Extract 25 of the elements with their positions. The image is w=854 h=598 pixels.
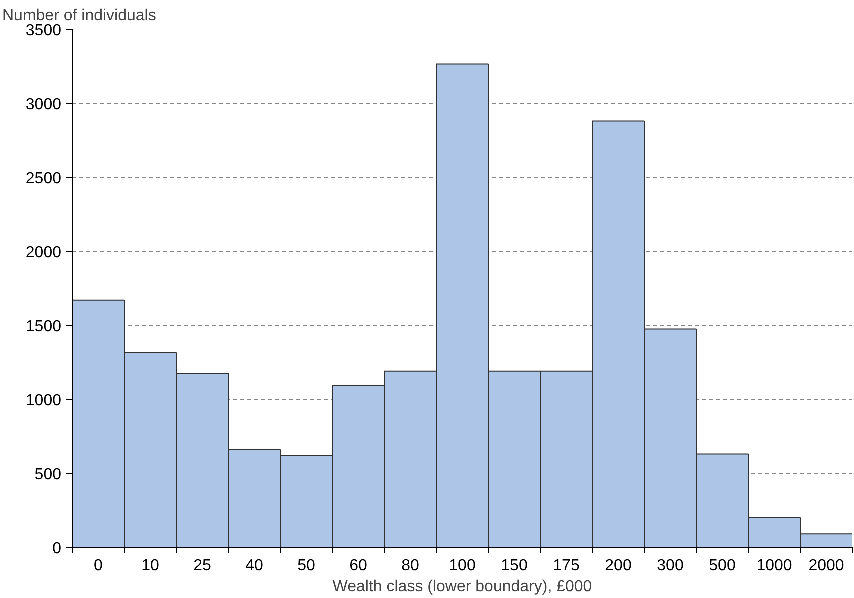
y-tick-label: 3500 xyxy=(26,22,62,40)
x-tick-label: 500 xyxy=(709,558,736,574)
y-tick-label: 500 xyxy=(34,466,62,484)
y-tick-label: 1500 xyxy=(26,318,62,336)
x-tick-label: 10 xyxy=(142,558,160,574)
y-tick-label: 2500 xyxy=(26,170,62,188)
x-tick-label: 60 xyxy=(350,558,368,574)
x-tick-label: 100 xyxy=(449,558,476,574)
x-tick-label: 175 xyxy=(553,558,580,574)
x-axis-title: Wealth class (lower boundary), £000 xyxy=(332,578,592,596)
x-tick-label: 150 xyxy=(501,558,528,574)
x-tick-label: 25 xyxy=(194,558,212,574)
x-tick-label: 1000 xyxy=(756,558,792,574)
x-tick-label: 50 xyxy=(298,558,316,574)
x-tick-label: 40 xyxy=(246,558,264,574)
y-tick-label: 1000 xyxy=(26,392,62,410)
x-tick-label: 300 xyxy=(657,558,684,574)
y-tick-label: 0 xyxy=(52,540,62,558)
y-tick-label: 3000 xyxy=(26,96,62,114)
x-tick-label: 80 xyxy=(402,558,420,574)
y-tick-label: 2000 xyxy=(26,244,62,262)
x-tick-label: 0 xyxy=(94,558,104,574)
x-tick-label: 200 xyxy=(605,558,632,574)
x-tick-label: 2000 xyxy=(808,558,844,574)
y-axis-title: Number of individuals xyxy=(2,8,156,24)
